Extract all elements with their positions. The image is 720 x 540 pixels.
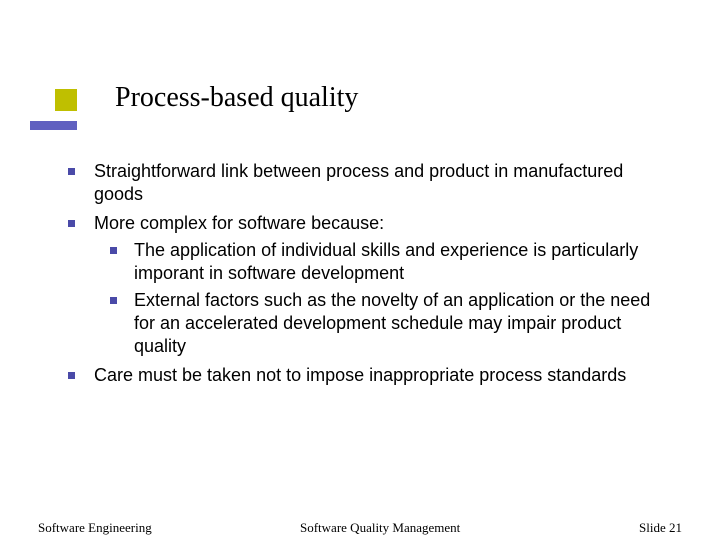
list-item: The application of individual skills and… xyxy=(94,239,670,285)
bullet-text: Straightforward link between process and… xyxy=(94,161,623,204)
title-corner-block xyxy=(55,89,77,111)
list-item: Straightforward link between process and… xyxy=(60,160,670,206)
footer-left: Software Engineering xyxy=(38,520,152,536)
list-item: Care must be taken not to impose inappro… xyxy=(60,364,670,387)
footer-right: Slide 21 xyxy=(639,520,682,536)
slide-title: Process-based quality xyxy=(115,82,358,114)
list-item: More complex for software because: The a… xyxy=(60,212,670,358)
list-item: External factors such as the novelty of … xyxy=(94,289,670,358)
sub-bullet-list: The application of individual skills and… xyxy=(94,239,670,358)
bullet-list: Straightforward link between process and… xyxy=(60,160,670,387)
content-area: Straightforward link between process and… xyxy=(60,160,670,393)
footer-center: Software Quality Management xyxy=(300,520,460,536)
bullet-text: Care must be taken not to impose inappro… xyxy=(94,365,626,385)
bullet-text: External factors such as the novelty of … xyxy=(134,290,650,356)
bullet-text: The application of individual skills and… xyxy=(134,240,638,283)
title-accent-rule xyxy=(30,121,77,130)
bullet-text: More complex for software because: xyxy=(94,213,384,233)
